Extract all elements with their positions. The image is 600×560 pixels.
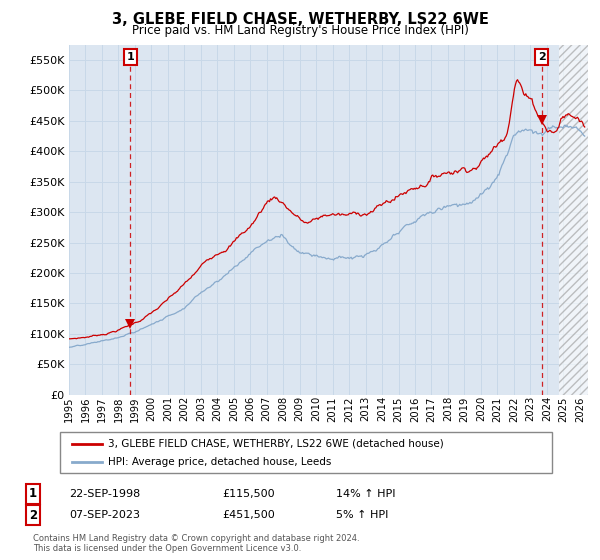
Text: Price paid vs. HM Land Registry's House Price Index (HPI): Price paid vs. HM Land Registry's House … [131, 24, 469, 37]
Text: 07-SEP-2023: 07-SEP-2023 [69, 510, 140, 520]
Text: 3, GLEBE FIELD CHASE, WETHERBY, LS22 6WE: 3, GLEBE FIELD CHASE, WETHERBY, LS22 6WE [112, 12, 488, 27]
Text: 3, GLEBE FIELD CHASE, WETHERBY, LS22 6WE (detached house): 3, GLEBE FIELD CHASE, WETHERBY, LS22 6WE… [108, 438, 444, 449]
Text: £451,500: £451,500 [222, 510, 275, 520]
Text: 22-SEP-1998: 22-SEP-1998 [69, 489, 140, 499]
Text: HPI: Average price, detached house, Leeds: HPI: Average price, detached house, Leed… [108, 457, 331, 467]
Text: 2: 2 [29, 508, 37, 522]
Text: 1: 1 [127, 52, 134, 62]
Text: 14% ↑ HPI: 14% ↑ HPI [336, 489, 395, 499]
Text: 5% ↑ HPI: 5% ↑ HPI [336, 510, 388, 520]
Text: This data is licensed under the Open Government Licence v3.0.: This data is licensed under the Open Gov… [33, 544, 301, 553]
Bar [559, 45, 588, 395]
Text: Contains HM Land Registry data © Crown copyright and database right 2024.: Contains HM Land Registry data © Crown c… [33, 534, 359, 543]
Text: 2: 2 [538, 52, 545, 62]
Text: 1: 1 [29, 487, 37, 501]
Text: £115,500: £115,500 [222, 489, 275, 499]
